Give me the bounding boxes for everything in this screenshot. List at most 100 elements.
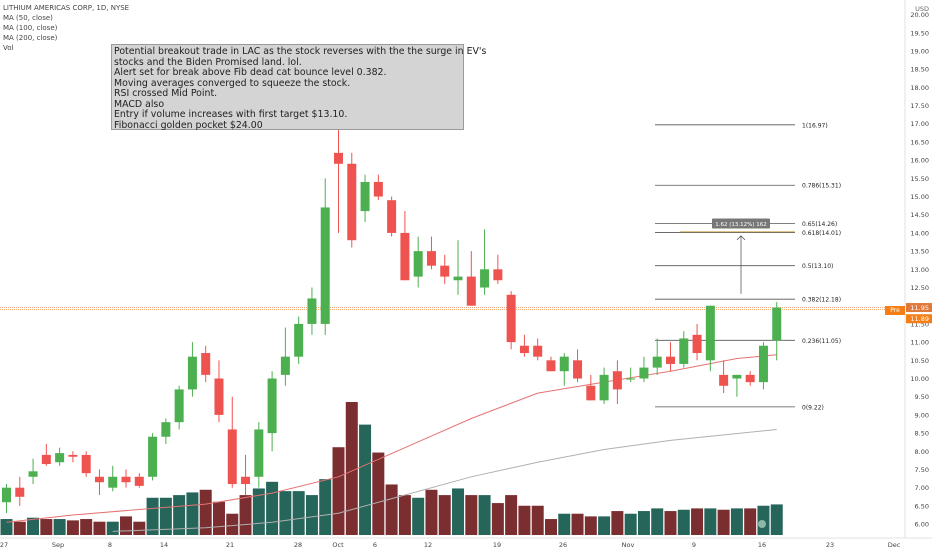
candle-body[interactable] (745, 374, 755, 383)
candle-body[interactable] (227, 429, 237, 485)
candle-body[interactable] (573, 360, 583, 379)
candle-body[interactable] (81, 454, 91, 474)
volume-bar (452, 488, 465, 535)
candle-body[interactable] (413, 251, 423, 277)
legend-ma50[interactable]: MA (50, close) (3, 14, 53, 22)
candle-body[interactable] (732, 374, 742, 379)
candle-body[interactable] (280, 356, 290, 375)
candle-body[interactable] (466, 276, 476, 306)
candle-body[interactable] (214, 378, 224, 415)
candle-body[interactable] (41, 454, 51, 465)
ma100-line (112, 429, 777, 532)
chart-legend: LITHIUM AMERICAS CORP, 1D, NYSE MA (50, … (3, 3, 129, 53)
volume-bar (385, 484, 398, 535)
candle-body[interactable] (426, 251, 436, 266)
candle-body[interactable] (705, 305, 715, 361)
candle-body[interactable] (666, 356, 675, 364)
candle-body[interactable] (360, 181, 370, 212)
candle-body[interactable] (387, 200, 397, 233)
candle-body[interactable] (134, 476, 144, 486)
candle-body[interactable] (55, 453, 65, 463)
candle-body[interactable] (626, 378, 636, 380)
candle-body[interactable] (161, 422, 171, 437)
candle-body[interactable] (440, 265, 450, 277)
annotation-note[interactable]: Potential breakout trade in LAC as the s… (111, 44, 486, 130)
candle-body[interactable] (506, 294, 516, 343)
volume-bar (730, 508, 743, 535)
volume-bar (770, 504, 783, 535)
event-badge-icon[interactable] (758, 520, 766, 528)
symbol-title[interactable]: LITHIUM AMERICAS CORP, 1D, NYSE (3, 4, 130, 12)
candle-body[interactable] (347, 163, 357, 241)
volume-bar (80, 519, 93, 535)
candle-body[interactable] (586, 385, 596, 401)
candle-body[interactable] (639, 367, 649, 379)
candle-body[interactable] (400, 232, 410, 281)
currency-label: USD (915, 5, 929, 13)
volume-bar (624, 513, 637, 535)
volume-bar (412, 497, 425, 535)
candle-body[interactable] (28, 471, 38, 477)
volume-bar (677, 509, 690, 535)
candle-body[interactable] (453, 276, 463, 281)
candle-body[interactable] (480, 269, 490, 288)
fib-level-label: 0(9.22) (802, 404, 824, 411)
candle-body[interactable] (174, 389, 184, 423)
candle-body[interactable] (772, 307, 782, 341)
volume-bar (66, 520, 79, 535)
volume-bar (212, 501, 225, 535)
volume-bar (106, 521, 119, 535)
volume-bar (40, 519, 53, 535)
candle-body[interactable] (652, 356, 662, 368)
candle-body[interactable] (546, 360, 556, 372)
y-tick-label: 20.00 (910, 11, 929, 19)
candle-body[interactable] (15, 487, 25, 497)
candle-body[interactable] (373, 181, 383, 197)
candle-body[interactable] (148, 436, 158, 477)
y-tick-label: 13.50 (910, 248, 929, 256)
candle-body[interactable] (121, 476, 131, 483)
candle-body[interactable] (334, 152, 343, 164)
fib-level-label: 0.786(15.31) (802, 183, 841, 190)
volume-bar (266, 481, 279, 535)
candle-body[interactable] (320, 207, 330, 324)
candle-body[interactable] (201, 353, 211, 375)
y-tick-label: 11.50 (910, 320, 929, 328)
pre-price-tag-box (906, 314, 932, 324)
candle-body[interactable] (758, 345, 768, 383)
candle-body[interactable] (533, 345, 543, 357)
legend-ma200[interactable]: MA (200, close) (3, 34, 58, 42)
candle-body[interactable] (493, 269, 503, 281)
candle-body[interactable] (692, 334, 702, 354)
candle-body[interactable] (94, 476, 104, 483)
y-tick-label: 18.50 (910, 66, 929, 74)
candle-body[interactable] (294, 323, 304, 357)
fib-level-label: 0.236(11.05) (802, 338, 841, 345)
volume-bar (704, 508, 717, 535)
candle-body[interactable] (254, 429, 264, 477)
note-line: Alert set for break above Fib dead cat b… (114, 67, 387, 78)
y-tick-label: 10.50 (910, 357, 929, 365)
candle-body[interactable] (719, 374, 729, 386)
x-tick-label: Sep (52, 541, 64, 549)
fib-level-label: 0.618(14.01) (802, 230, 841, 237)
candle-body[interactable] (559, 356, 569, 372)
candle-body[interactable] (679, 338, 689, 364)
candle-body[interactable] (2, 487, 11, 503)
legend-ma100[interactable]: MA (100, close) (3, 24, 58, 32)
candle-body[interactable] (68, 454, 78, 457)
candle-body[interactable] (108, 476, 118, 488)
candle-body[interactable] (599, 374, 609, 401)
x-tick-label: 16 (758, 541, 766, 549)
volume-bar (717, 509, 730, 535)
candle-body[interactable] (267, 378, 277, 434)
candle-body[interactable] (612, 371, 622, 390)
candle-body[interactable] (241, 476, 251, 485)
x-tick-label: 6 (373, 541, 377, 549)
candle-body[interactable] (187, 356, 197, 390)
y-tick-label: 17.00 (910, 120, 929, 128)
candle-body[interactable] (519, 345, 529, 354)
legend-vol[interactable]: Vol (3, 44, 14, 52)
candle-body[interactable] (307, 298, 317, 324)
fib-level-label: 0.382(12.18) (802, 297, 841, 304)
